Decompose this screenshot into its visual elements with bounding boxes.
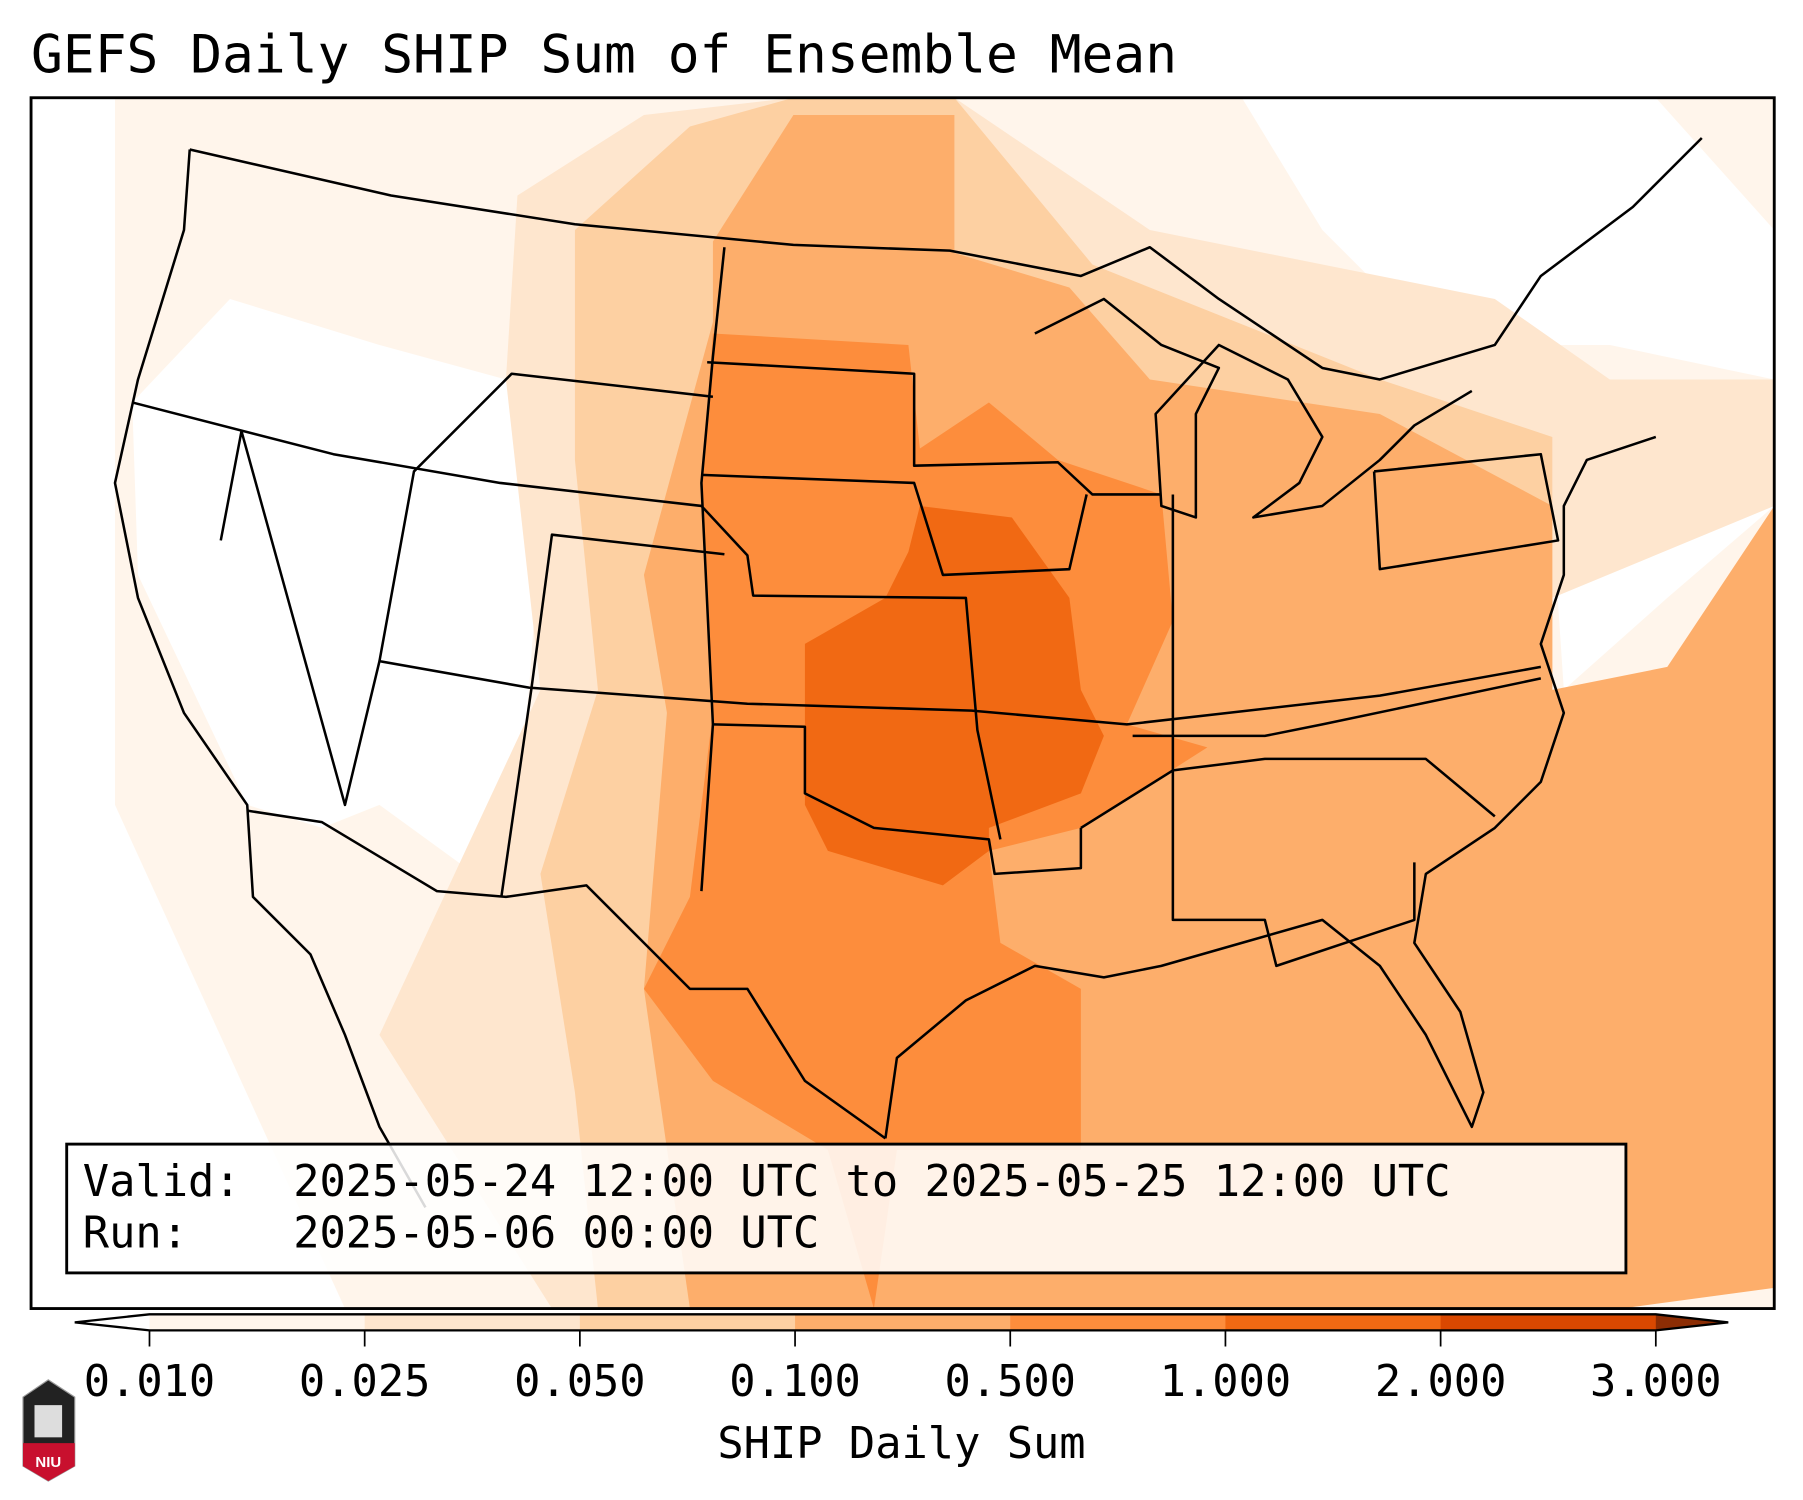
colorbar-under-extend [74,1314,150,1331]
state-line [707,360,1162,496]
colorbar-bin [795,1314,1011,1331]
state-line [500,533,725,898]
colorbar-label: SHIP Daily Sum [717,1418,1085,1469]
state-line [1132,677,1542,738]
boundaries [113,137,1703,1208]
colorbar-bin [1010,1314,1227,1331]
colorbar-tick-label: 2.000 [1375,1356,1507,1407]
state-line [131,401,1002,840]
info-box: Valid: 2025-05-24 12:00 UTC to 2025-05-25… [65,1142,1628,1275]
valid-label: Valid: [83,1156,241,1207]
colorbar-over-extend [1655,1314,1729,1331]
colorbar-tick-label: 0.050 [514,1356,646,1407]
valid-value: 2025-05-24 12:00 UTC to 2025-05-25 12:00… [293,1156,1450,1207]
building-icon [34,1405,63,1438]
colorbar-bin [579,1314,796,1331]
state-line [1080,757,1496,829]
colorbar-tick-label: 1.000 [1160,1356,1292,1407]
colorbar-bin [364,1314,581,1331]
under-region-quebec [1241,97,1775,380]
west-coast [113,149,427,1208]
run-label: Run: [83,1208,188,1259]
colorbar-bin [1440,1314,1657,1331]
svg-text:Run:2025-05-06 00:00 UTC: Run: 2025-05-06 00:00 UTC [83,1208,819,1259]
state-line [701,473,1088,577]
niu-logo: NIU [22,1379,76,1482]
state-line [219,372,714,807]
colorbar-tick-label: 0.100 [729,1356,861,1407]
logo-text: NIU [35,1454,61,1471]
gulf-coast [884,435,1657,1139]
map-panel: Valid: 2025-05-24 12:00 UTC to 2025-05-25… [31,97,1775,1309]
state-line [700,247,726,892]
colorbar-bin [1225,1314,1442,1331]
colorbar-bin [149,1314,366,1331]
colorbar-tick-label: 0.025 [299,1356,431,1407]
mexico-border [247,809,887,1140]
run-value: 2025-05-06 00:00 UTC [293,1208,819,1259]
us-canada-border [189,137,1703,381]
colorbar-ticks: 0.010 0.025 0.050 0.100 0.500 1.000 2.000 3.000 [84,1330,1722,1407]
great-lakes [1034,297,1473,519]
state-line [1372,452,1560,571]
colorbar-tick-label: 3.000 [1590,1356,1722,1407]
map-frame [29,96,1776,1310]
info-box-frame [65,1142,1628,1275]
state-line [712,723,1083,876]
colorbar [74,1313,1729,1332]
chart-title: GEFS Daily SHIP Sum of Ensemble Mean [31,24,1177,85]
level-1.000 [804,505,1104,886]
svg-text:Valid:2025-05-24 12:00 UTC to: Valid: 2025-05-24 12:00 UTC to 2025-05-25… [83,1156,1451,1207]
state-line [1171,494,1416,968]
colorbar-tick-label: 0.010 [84,1356,216,1407]
colorbar-tick-label: 0.500 [944,1356,1076,1407]
state-line [379,659,1542,726]
